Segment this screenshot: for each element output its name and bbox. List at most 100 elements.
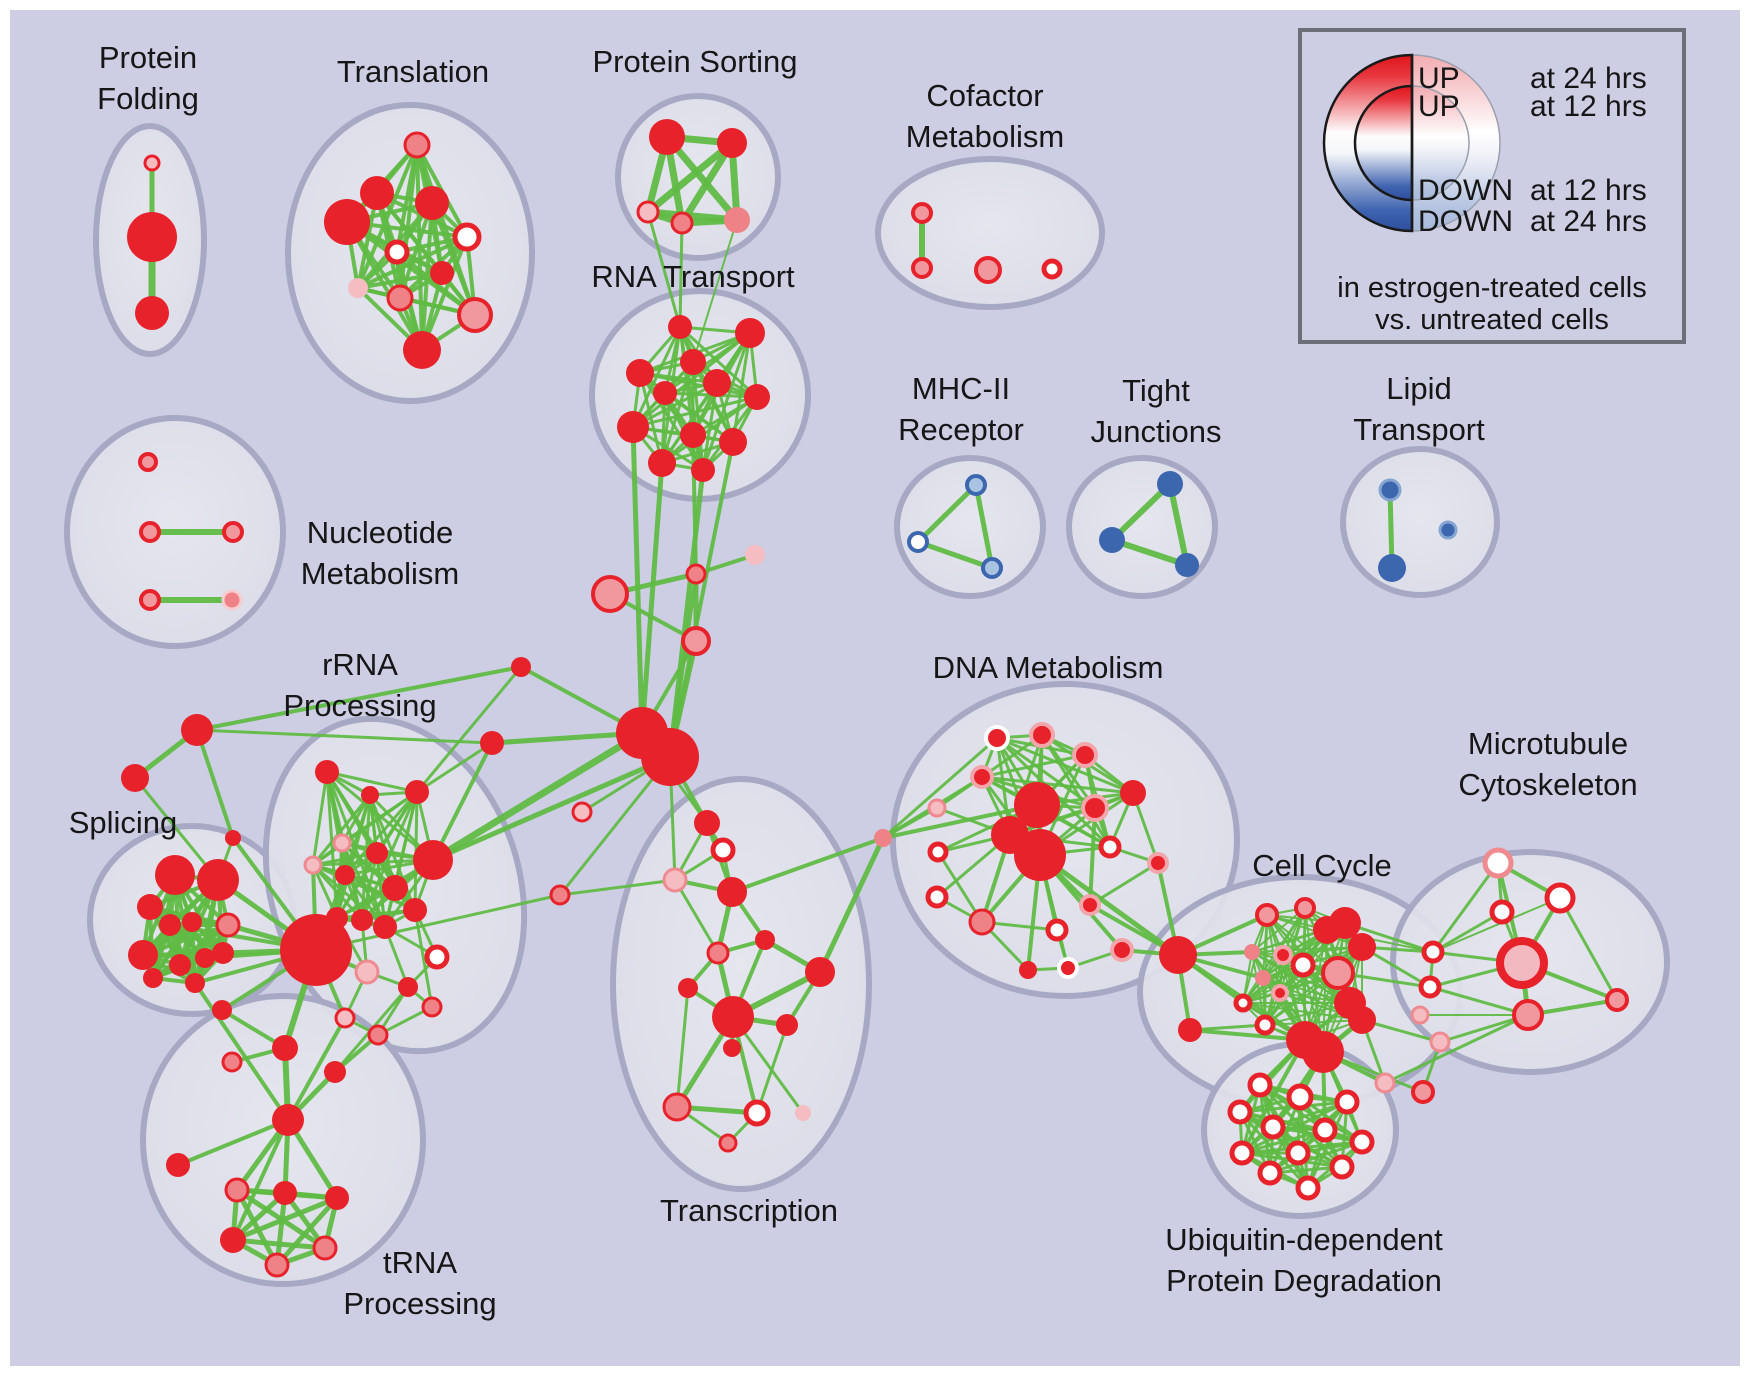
cluster-label-line: Transcription: [660, 1193, 838, 1228]
node-ub7: [1349, 1129, 1375, 1155]
node-cn5: [511, 657, 531, 677]
node-rr1: [315, 760, 339, 784]
node-ub11: [1257, 1160, 1283, 1186]
node-dn8: [1014, 782, 1060, 828]
node-mt8: [1605, 988, 1629, 1012]
node-pf2: [127, 212, 177, 262]
node-ps5: [724, 207, 750, 233]
node-mh1: [965, 474, 987, 496]
legend-direction-2: DOWN: [1418, 174, 1513, 207]
legend-direction-1: UP: [1418, 90, 1460, 123]
edge: [176, 1118, 290, 1167]
legend-direction-0: UP: [1418, 62, 1460, 95]
node-tr7: [430, 261, 454, 285]
cluster-cofactor-metabolism: [875, 156, 1105, 310]
edge: [151, 920, 194, 980]
node-mt2: [1544, 882, 1576, 914]
node-tj1: [1157, 471, 1183, 497]
node-tr8: [348, 278, 368, 298]
node-tr10: [457, 297, 493, 333]
node-rr8: [382, 875, 408, 901]
edge: [325, 770, 419, 794]
node-dn15: [925, 885, 949, 909]
edge: [1240, 1128, 1327, 1155]
node-dn12: [1147, 852, 1169, 874]
node-cf2: [911, 257, 933, 279]
cluster-label-mhc-ii-receptor: MHC-II Receptor: [898, 371, 1024, 447]
node-cc19: [1421, 940, 1445, 964]
node-tn7: [273, 1181, 297, 1205]
node-tn6: [224, 1177, 250, 1203]
edge: [630, 424, 645, 736]
cluster-trna-processing: [140, 993, 426, 1287]
node-tc11: [723, 1039, 741, 1057]
node-cn2: [591, 575, 629, 613]
cluster-label-line: Cytoskeleton: [1458, 767, 1637, 802]
node-sp8: [169, 954, 191, 976]
node-rr3: [405, 780, 429, 804]
edge: [692, 219, 738, 363]
node-ps1: [649, 119, 685, 155]
cluster-label-rna-transport: RNA Transport: [591, 259, 795, 294]
cluster-label-line: Microtubule: [1468, 726, 1628, 761]
node-cc6: [1290, 952, 1316, 978]
edge: [231, 1118, 290, 1242]
legend-caption-line-0: in estrogen-treated cells: [1337, 272, 1647, 304]
node-dn11: [1098, 835, 1122, 859]
node-tc13: [743, 1099, 771, 1127]
node-cc4: [1244, 944, 1260, 960]
edge: [195, 665, 523, 732]
edge: [1240, 1038, 1307, 1155]
edge: [663, 133, 741, 224]
node-tr4: [415, 186, 449, 220]
legend-caption-line-1: vs. untreated cells: [1375, 304, 1609, 336]
node-tj2: [1099, 527, 1125, 553]
edge: [335, 851, 379, 920]
node-cc13: [1348, 933, 1376, 961]
node-rr15: [354, 959, 380, 985]
node-tn3: [221, 1051, 243, 1073]
node-cc10: [1254, 1014, 1276, 1036]
edge: [973, 482, 995, 571]
node-st2: [121, 764, 149, 792]
edge: [980, 753, 1087, 779]
node-rt8: [617, 411, 649, 443]
cluster-label-splicing: Splicing: [69, 805, 178, 840]
node-layer: [121, 119, 1629, 1278]
cluster-label-lipid-transport: Lipid Transport: [1353, 371, 1485, 447]
node-cn3: [681, 626, 711, 656]
legend-time-0: at 24 hrs: [1530, 62, 1647, 95]
node-pf1: [143, 154, 161, 172]
cluster-label-line: Folding: [97, 81, 199, 116]
edge: [230, 1237, 328, 1251]
node-nm5: [221, 589, 243, 611]
edge: [311, 770, 329, 867]
edge: [691, 433, 698, 576]
edge: [881, 806, 939, 840]
node-rr17: [334, 1007, 356, 1029]
node-cc9: [1233, 993, 1253, 1013]
node-hb1: [280, 914, 352, 986]
node-cf3: [974, 256, 1002, 284]
node-tr3: [324, 199, 370, 245]
node-ub2: [1286, 1083, 1314, 1111]
node-ub10: [1329, 1154, 1355, 1180]
node-rr9: [326, 907, 348, 929]
node-ps4: [670, 211, 694, 235]
node-dn3: [1072, 742, 1098, 768]
edge: [638, 371, 759, 399]
edge: [755, 1023, 789, 1115]
node-sp5: [182, 912, 202, 932]
cluster-label-line: tRNA: [383, 1245, 457, 1280]
node-rt4: [680, 349, 706, 375]
edge: [356, 271, 444, 290]
edge: [1167, 481, 1190, 568]
edge: [644, 139, 736, 216]
node-cn8: [549, 884, 571, 906]
node-ps3: [636, 200, 660, 224]
node-sp7: [128, 940, 158, 970]
node-dn13: [927, 841, 949, 863]
cluster-label-line: Processing: [283, 688, 436, 723]
